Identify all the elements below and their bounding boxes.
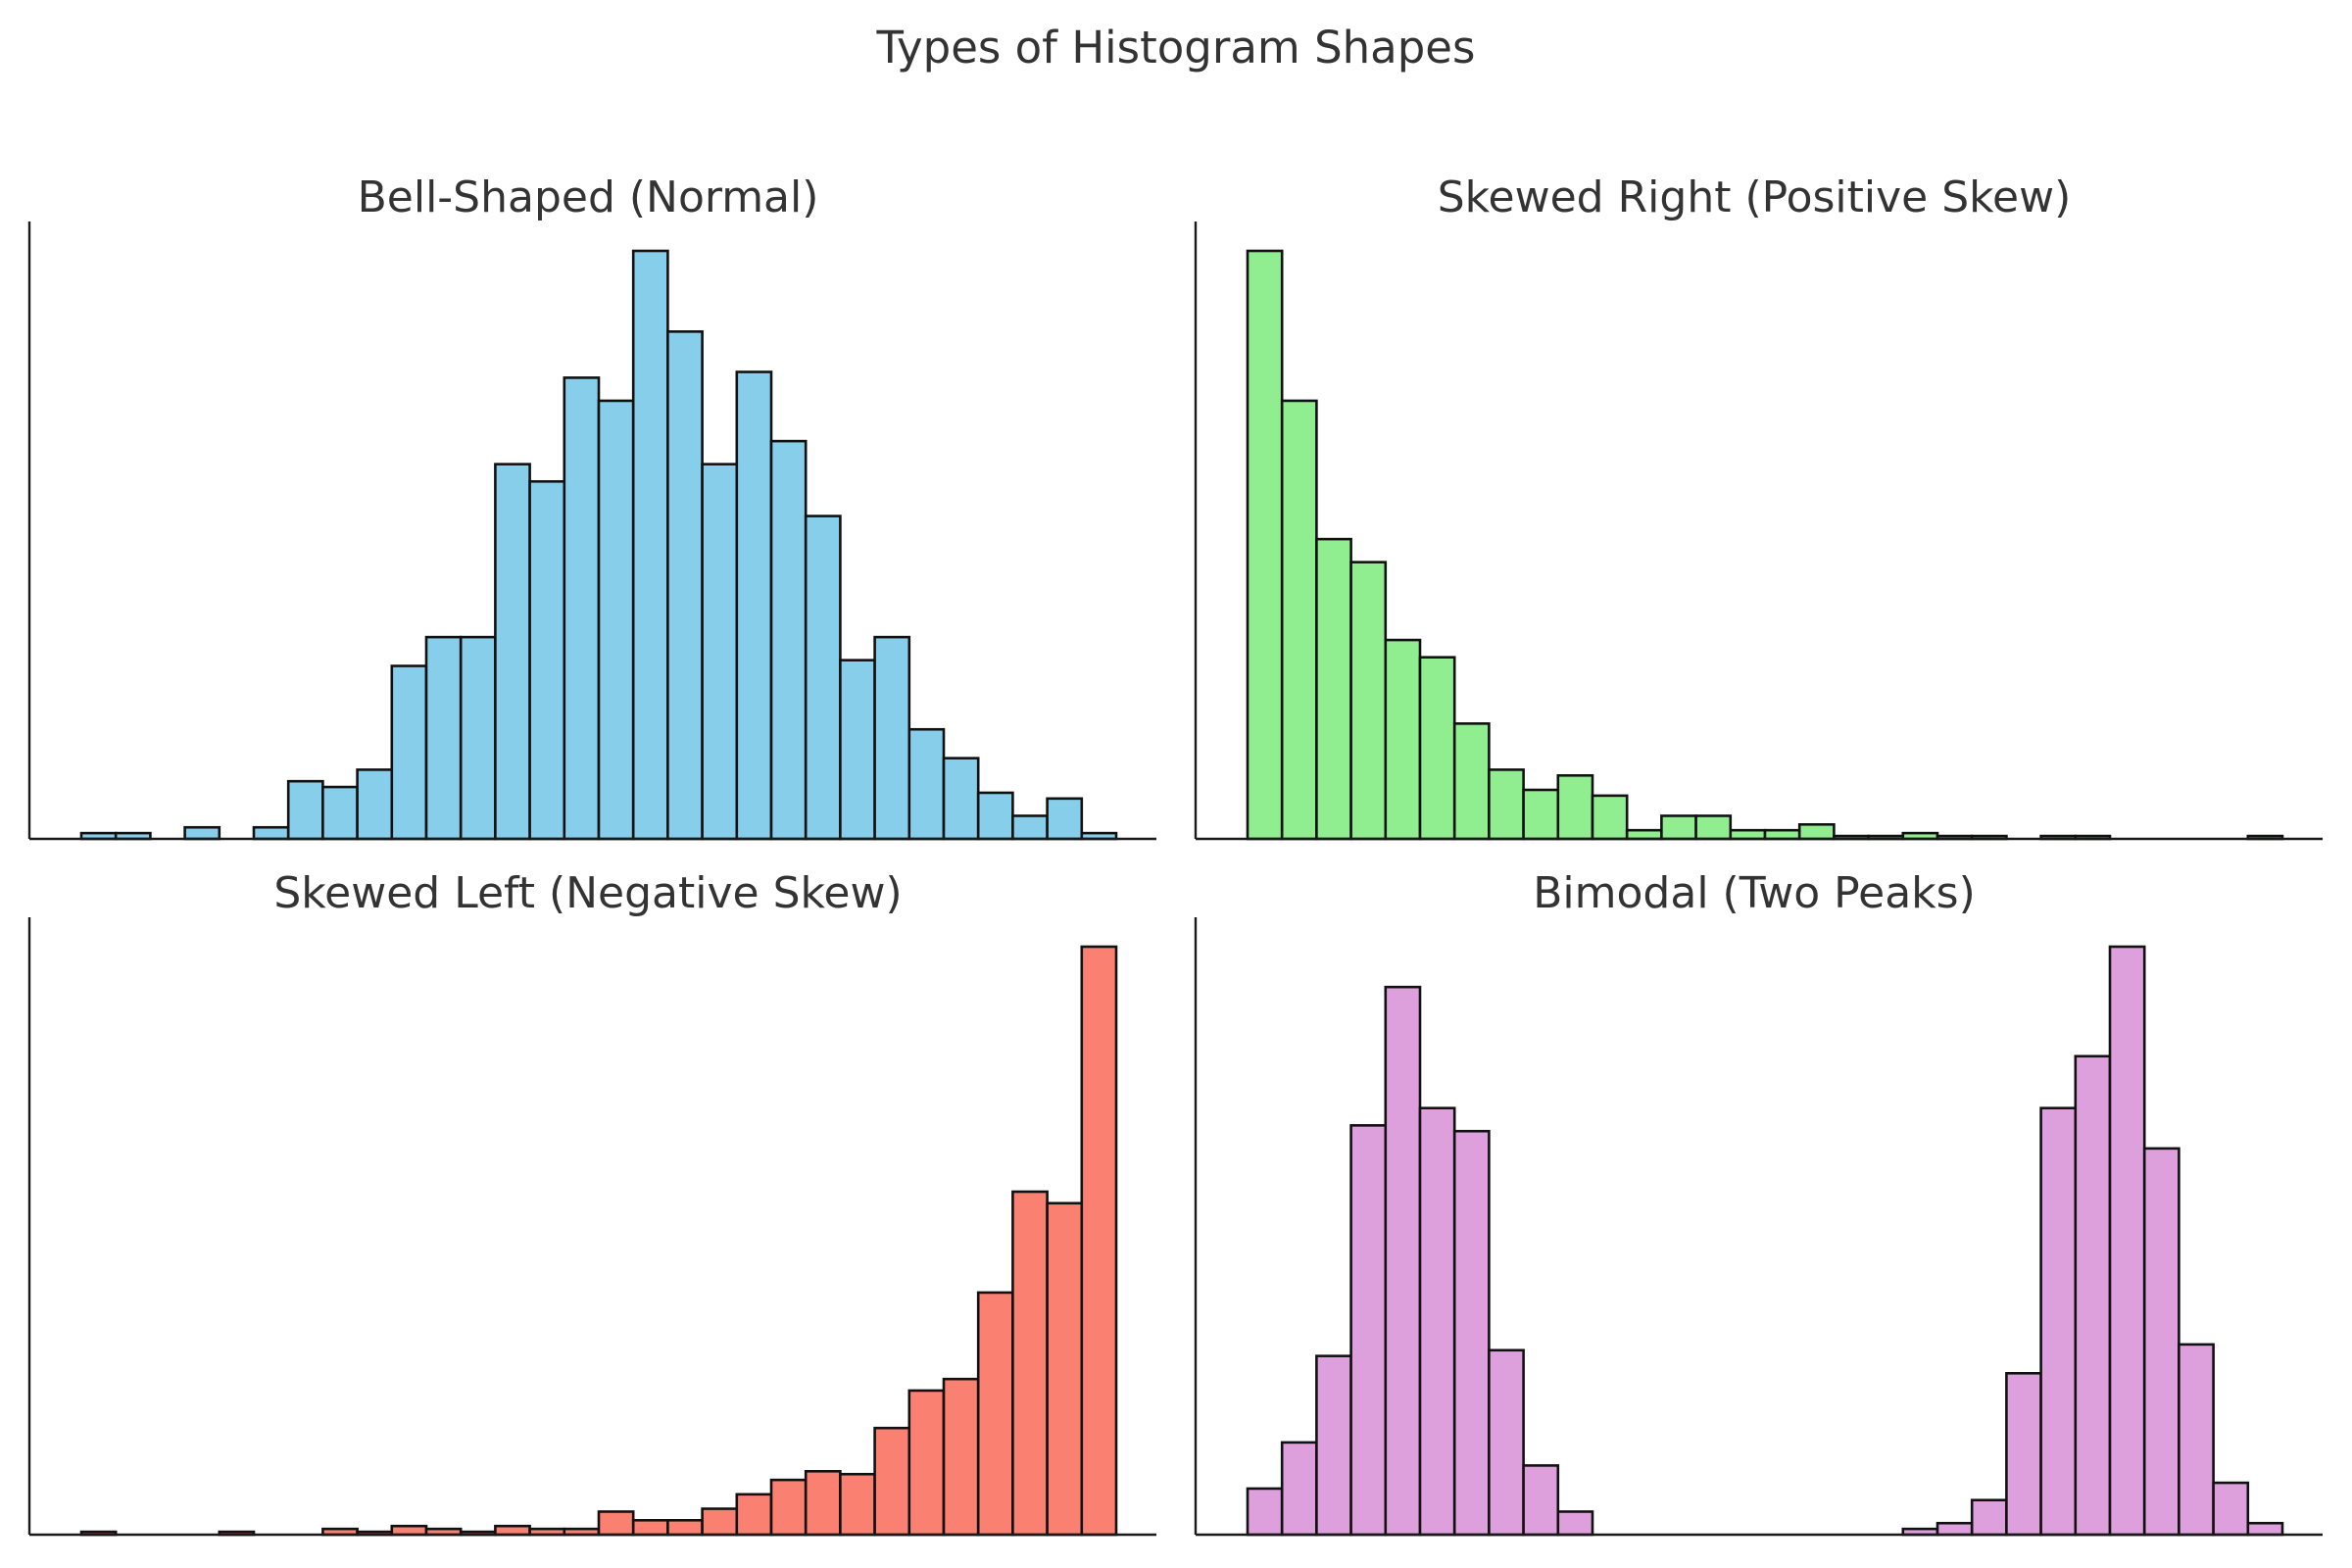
histogram-bar <box>1349 561 1388 841</box>
histogram-bar <box>1452 1129 1491 1537</box>
histogram-bar <box>1315 1354 1352 1537</box>
histogram-bar <box>252 825 290 841</box>
histogram-bar <box>735 370 773 841</box>
histogram-bar <box>1246 1487 1284 1537</box>
histogram-bar <box>804 514 842 841</box>
histogram-bar <box>2108 945 2146 1537</box>
histogram-bar <box>631 249 669 841</box>
histogram-bar <box>631 1518 669 1537</box>
histogram-bar <box>1384 985 1422 1537</box>
histogram-bar <box>769 439 808 841</box>
panel-title: Skewed Left (Negative Skew) <box>273 868 903 918</box>
histogram-bar <box>1080 945 1118 1537</box>
histogram-bar <box>1763 828 1801 841</box>
histogram-bar <box>1729 828 1767 841</box>
histogram-bar <box>2142 1147 2180 1537</box>
histogram-bar <box>597 1510 635 1537</box>
panel-skewed-left: Skewed Left (Negative Skew) <box>20 868 1156 1564</box>
histogram-bell-shaped <box>27 221 1156 841</box>
histogram-bar <box>666 330 704 841</box>
histogram-bar <box>907 1389 946 1537</box>
panel-bimodal: Bimodal (Two Peaks) <box>1186 868 2323 1564</box>
histogram-bar <box>2039 1106 2078 1537</box>
histogram-bar <box>1625 828 1663 841</box>
histogram-bar <box>494 1524 531 1537</box>
histogram-bar <box>597 399 635 841</box>
histogram-bar <box>907 727 946 841</box>
histogram-bar <box>390 664 428 841</box>
histogram-bar <box>183 825 221 841</box>
histogram-bar <box>976 791 1014 841</box>
histogram-bar <box>1418 656 1456 841</box>
histogram-bar <box>459 635 497 841</box>
panel-title: Skewed Right (Positive Skew) <box>1437 172 2072 222</box>
histogram-bar <box>666 1518 704 1537</box>
histogram-skewed-right <box>1194 221 2323 841</box>
histogram-bar <box>942 757 980 841</box>
histogram-bar <box>494 463 531 841</box>
panel-title: Bimodal (Two Peaks) <box>1533 868 1976 918</box>
histogram-bar <box>1046 1201 1084 1537</box>
histogram-bar <box>1452 722 1491 841</box>
panel-title: Bell-Shaped (Normal) <box>357 172 819 222</box>
histogram-bar <box>1349 1124 1388 1537</box>
histogram-bar <box>1315 537 1352 841</box>
figure-title: Types of Histogram Shapes <box>876 22 1476 74</box>
histogram-bar <box>1384 638 1422 841</box>
histogram-skewed-left <box>27 917 1156 1537</box>
histogram-bar <box>528 479 566 841</box>
histogram-bar <box>2212 1481 2250 1537</box>
histogram-bar <box>873 1426 911 1537</box>
histogram-bar <box>1660 814 1697 841</box>
histogram-bar <box>356 768 394 841</box>
histogram-bar <box>2074 1054 2112 1537</box>
histogram-bar <box>286 779 324 841</box>
histogram-bar <box>1280 1441 1318 1537</box>
panel-bell-shaped: Bell-Shaped (Normal) <box>20 172 1156 868</box>
panel-skewed-right: Skewed Right (Positive Skew) <box>1186 172 2323 868</box>
histogram-bar <box>1488 1348 1525 1537</box>
histogram-bar <box>1522 1464 1560 1537</box>
histogram-bar <box>804 1469 842 1537</box>
histogram-bar <box>839 659 876 841</box>
histogram-bar <box>1046 797 1084 841</box>
histogram-bimodal <box>1194 917 2323 1537</box>
histogram-bar <box>1488 768 1525 841</box>
histogram-bar <box>1556 773 1594 841</box>
histogram-bar <box>1011 1190 1049 1537</box>
histogram-bar <box>942 1377 980 1537</box>
histogram-bar <box>424 635 463 841</box>
histogram-bar <box>1556 1510 1594 1537</box>
histogram-bar <box>701 463 739 841</box>
histogram-bar <box>1797 822 1836 841</box>
histogram-bar <box>2246 1521 2284 1537</box>
histogram-bar <box>873 635 911 841</box>
histogram-bar <box>1970 1498 2008 1537</box>
histogram-bar <box>839 1472 876 1537</box>
histogram-bar <box>321 785 359 841</box>
histogram-bar <box>563 376 601 841</box>
histogram-bar <box>1418 1106 1456 1537</box>
histogram-bar <box>2005 1371 2042 1537</box>
histogram-bar <box>390 1524 428 1537</box>
histogram-bar <box>769 1478 808 1537</box>
histogram-bar <box>1694 814 1733 841</box>
histogram-bar <box>1936 1521 1974 1537</box>
histogram-bar <box>2178 1343 2215 1537</box>
histogram-bar <box>976 1291 1014 1537</box>
histogram-bar <box>1011 814 1049 841</box>
histogram-bar <box>1591 794 1629 841</box>
histogram-bar <box>1522 788 1560 841</box>
histogram-bar <box>1280 399 1318 841</box>
histogram-bar <box>701 1507 739 1537</box>
histogram-bar <box>735 1493 773 1537</box>
histogram-bar <box>1246 249 1284 841</box>
